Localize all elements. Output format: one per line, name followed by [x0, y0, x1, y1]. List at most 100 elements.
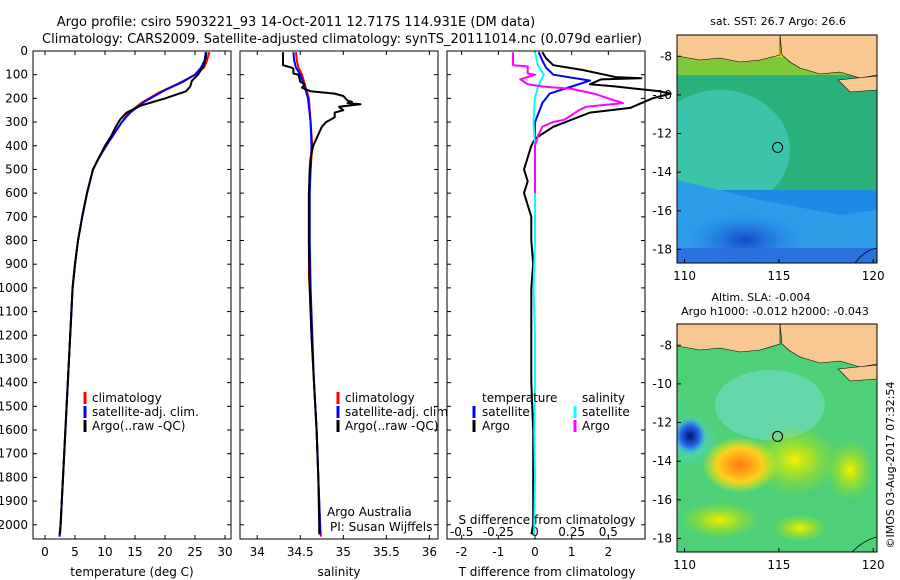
- land-sumbawa: [837, 75, 877, 93]
- y-tick-label: 1700: [0, 447, 28, 461]
- t-difference-label: T difference from climatology: [458, 565, 636, 579]
- map-y-tick-label: -16: [652, 493, 672, 507]
- y-tick-label: 200: [5, 91, 28, 105]
- s-tick-label: 0.5: [599, 525, 618, 539]
- y-tick-label: 600: [5, 186, 28, 200]
- sla-yellow-south: [680, 502, 760, 538]
- x-tick-label: 0: [531, 545, 539, 559]
- y-tick-label: 1100: [0, 305, 28, 319]
- y-tick-label: 1600: [0, 423, 28, 437]
- series-line-argo: [59, 52, 208, 535]
- map-x-tick-label: 120: [862, 558, 885, 572]
- x-tick-label: -1: [492, 545, 504, 559]
- argo-float-marker: [772, 141, 784, 153]
- series-line-s-satellite: [532, 51, 545, 535]
- sst-map: sat. SST: 26.7 Argo: 26.6 110 115 120 -8 -10…: [652, 15, 885, 283]
- map-y-tick-label: -18: [652, 531, 672, 545]
- salinity-xlabel: salinity: [317, 565, 360, 579]
- y-tick-label: 900: [5, 257, 28, 271]
- y-tick-label: 100: [5, 68, 28, 82]
- map-y-tick-label: -12: [652, 127, 672, 141]
- legend-label-t-argo: Argo: [482, 419, 510, 433]
- map-x-tick-label: 110: [673, 269, 696, 283]
- x-tick-label: 35: [336, 545, 351, 559]
- temperature-axes-frame: [32, 50, 232, 540]
- x-tick-label: 10: [97, 545, 112, 559]
- map-y-tick-label: -18: [652, 242, 672, 256]
- sla-high: [702, 437, 778, 493]
- coast-australia: [854, 247, 877, 263]
- y-tick-label: 1500: [0, 399, 28, 413]
- legend-label-climatology: climatology: [345, 391, 415, 405]
- map-y-tick-label: -8: [660, 338, 672, 352]
- x-tick-label: 1: [568, 545, 576, 559]
- map-y-tick-label: -14: [652, 165, 672, 179]
- difference-panel: -2 -1 0 1 2 -0.5 -0.25 0 0.25 0.5 temperature sal…: [446, 50, 672, 579]
- legend-label-satellite: satellite-adj. clim.: [92, 405, 199, 419]
- x-tick-label: -2: [456, 545, 468, 559]
- salinity-axes-frame: [239, 50, 439, 540]
- salinity-annotation-line2: PI: Susan Wijffels: [330, 520, 432, 534]
- legend-label-argo: Argo(..raw -QC): [92, 419, 185, 433]
- y-tick-label: 400: [5, 139, 28, 153]
- sst-cool-tongue: [677, 90, 790, 210]
- x-tick-label: 30: [217, 545, 232, 559]
- x-tick-label: 2: [605, 545, 613, 559]
- coast-australia: [851, 536, 877, 552]
- sla-yellow-east: [826, 440, 874, 500]
- x-tick-label: 20: [157, 545, 172, 559]
- y-tick-label: 700: [5, 210, 28, 224]
- salinity-annotation-line1: Argo Australia: [327, 505, 412, 519]
- x-tick-label: 36: [422, 545, 437, 559]
- land-java: [677, 35, 781, 63]
- series-line-argo: [282, 52, 362, 535]
- map-y-tick-label: -16: [652, 204, 672, 218]
- temperature-legend: climatology satellite-adj. clim. Argo(..…: [83, 391, 199, 433]
- difference-legend: temperature salinity satellite Argo sate…: [472, 391, 630, 433]
- sla-map: Altim. SLA: -0.004 Argo h1000: -0.012 h2…: [652, 291, 884, 572]
- temperature-xlabel: temperature (deg C): [70, 565, 193, 579]
- map-x-tick-label: 115: [767, 269, 790, 283]
- y-tick-label: 2000: [0, 518, 28, 532]
- sla-low: [677, 416, 708, 456]
- land-bali-lombok: [779, 35, 877, 79]
- sla-map-title-line2: Argo h1000: -0.012 h2000: -0.043: [681, 305, 869, 318]
- legend-label-satellite: satellite-adj. clim.: [345, 405, 452, 419]
- series-line-s-argo: [512, 52, 624, 194]
- x-tick-label: 34: [250, 545, 265, 559]
- map-y-tick-label: -14: [652, 454, 672, 468]
- x-tick-label: 35.5: [373, 545, 400, 559]
- sst-map-frame: [676, 34, 878, 264]
- map-x-tick-label: 110: [673, 558, 696, 572]
- legend-label-s-argo: Argo: [582, 419, 610, 433]
- title-line1: Argo profile: csiro 5903221_93 14-Oct-20…: [57, 15, 535, 30]
- legend-label-t-satellite: satellite: [482, 405, 530, 419]
- land-bali-lombok: [779, 324, 877, 368]
- x-tick-label: 34.5: [287, 545, 314, 559]
- map-y-tick-label: -12: [652, 416, 672, 430]
- y-tick-label: 0: [20, 44, 28, 58]
- map-x-tick-label: 120: [862, 269, 885, 283]
- sla-map-title-line1: Altim. SLA: -0.004: [711, 291, 810, 304]
- s-tick-label: -0.5: [450, 525, 473, 539]
- s-tick-label: 0.25: [558, 525, 585, 539]
- land-java: [677, 324, 781, 353]
- y-tick-label: 500: [5, 162, 28, 176]
- map-x-tick-label: 115: [767, 558, 790, 572]
- y-tick-label: 800: [5, 234, 28, 248]
- y-tick-label: 1900: [0, 494, 28, 508]
- sla-cyan-area: [715, 370, 825, 440]
- legend-header-temperature: temperature: [482, 391, 557, 405]
- y-tick-label: 1800: [0, 470, 28, 484]
- x-tick-label: 0: [41, 545, 49, 559]
- sst-cold-edge: [677, 248, 877, 263]
- series-line-t-satellite: [534, 51, 591, 194]
- temperature-panel: 0100200300400500600700800900100011001200…: [0, 44, 233, 579]
- y-tick-label: 1200: [0, 328, 28, 342]
- y-tick-label: 1400: [0, 376, 28, 390]
- map-y-tick-label: -8: [660, 49, 672, 63]
- sla-yellow-south2: [772, 514, 828, 542]
- argo-float-marker: [772, 430, 784, 442]
- legend-label-s-satellite: satellite: [582, 405, 630, 419]
